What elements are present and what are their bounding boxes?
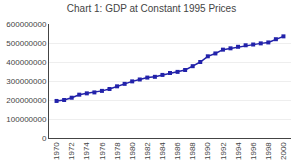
svg-text:1976: 1976 <box>98 142 107 160</box>
svg-text:1972: 1972 <box>67 142 76 160</box>
svg-text:1996: 1996 <box>249 142 258 160</box>
svg-text:300000000: 300000000 <box>6 77 47 86</box>
svg-text:1986: 1986 <box>173 142 182 160</box>
svg-text:Chart 1: GDP at Constant 1995: Chart 1: GDP at Constant 1995 Prices <box>67 3 236 14</box>
svg-text:1994: 1994 <box>234 142 243 160</box>
svg-text:1980: 1980 <box>128 142 137 160</box>
svg-text:0: 0 <box>42 134 47 143</box>
svg-text:200000000: 200000000 <box>6 96 47 105</box>
svg-text:1990: 1990 <box>203 142 212 160</box>
svg-text:1992: 1992 <box>219 142 228 160</box>
svg-text:1978: 1978 <box>113 142 122 160</box>
svg-text:2000: 2000 <box>279 142 288 160</box>
svg-text:1998: 1998 <box>264 142 273 160</box>
svg-text:1988: 1988 <box>188 142 197 160</box>
svg-text:1982: 1982 <box>143 142 152 160</box>
svg-text:1970: 1970 <box>52 142 61 160</box>
svg-text:1984: 1984 <box>158 142 167 160</box>
svg-text:600000000: 600000000 <box>6 20 47 29</box>
svg-text:100000000: 100000000 <box>6 115 47 124</box>
svg-text:500000000: 500000000 <box>6 39 47 48</box>
svg-text:1974: 1974 <box>82 142 91 160</box>
svg-text:400000000: 400000000 <box>6 58 47 67</box>
